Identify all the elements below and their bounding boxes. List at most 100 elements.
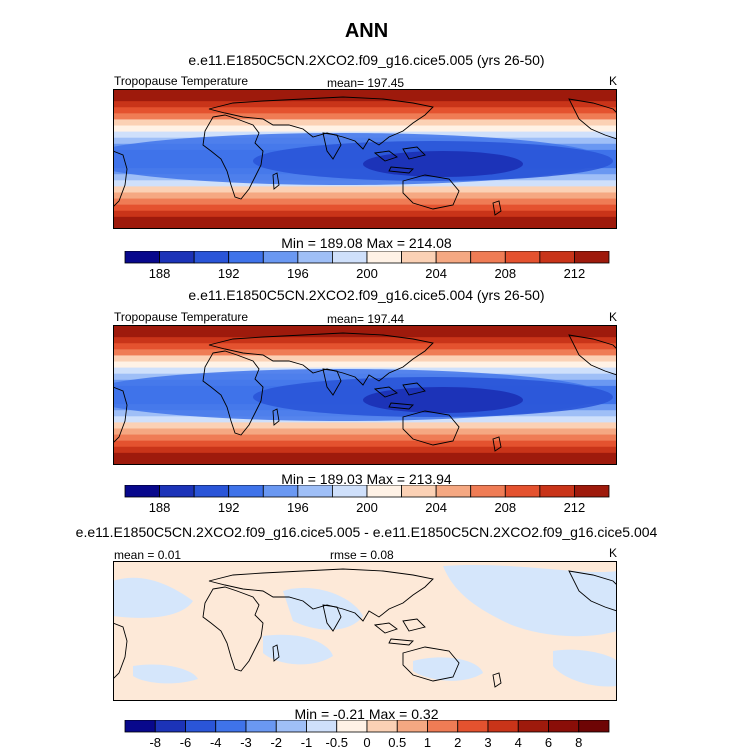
field-band (113, 113, 617, 121)
panel1-colorbar: 188 192 196 200 204 208 212 (124, 251, 610, 281)
colorbar-swatch (457, 720, 489, 733)
panel1-units: K (609, 74, 618, 88)
colorbar-swatch (193, 485, 230, 498)
colorbar-tick-label: 1 (424, 735, 431, 750)
panel1-title: e.e11.E1850C5CN.2XCO2.f09_g16.cice5.005 … (188, 52, 545, 68)
colorbar-swatch (215, 720, 247, 733)
colorbar-swatch (159, 251, 195, 264)
field-band (113, 458, 617, 465)
colorbar-swatch (262, 251, 299, 264)
field-band (113, 192, 617, 200)
panel3-field (113, 561, 617, 701)
colorbar-swatch (470, 251, 506, 264)
coastline (402, 382, 426, 396)
coastline (113, 150, 128, 208)
colorbar-tick-label: 0.5 (388, 735, 406, 750)
coastline (272, 172, 280, 190)
colorbar-swatch (275, 720, 307, 733)
field-band (113, 325, 617, 332)
field-band (113, 125, 617, 133)
panel1-frame (113, 89, 617, 229)
colorbar-tick-label: 200 (356, 266, 378, 281)
colorbar-swatch (366, 720, 398, 733)
colorbar-swatch (336, 720, 368, 733)
field-band (113, 440, 617, 448)
colorbar-tick-label: 200 (356, 500, 378, 515)
coastline (202, 114, 264, 200)
colorbar-swatch (504, 485, 541, 498)
warm-pool-minimum (363, 151, 523, 177)
panel1-field (113, 89, 617, 229)
colorbar-tick-label: 2 (454, 735, 461, 750)
coastline (322, 604, 342, 632)
field-band (113, 361, 617, 369)
colorbar-tick-label: 192 (218, 500, 240, 515)
field-band (113, 422, 617, 430)
coastline (388, 638, 414, 646)
colorbar-tick-label: 8 (575, 735, 582, 750)
panel3-units: K (609, 546, 618, 560)
colorbar-swatch (297, 485, 333, 498)
coastline (373, 622, 398, 634)
coastline (492, 436, 502, 452)
field-band (113, 355, 617, 363)
colorbar-swatch (539, 485, 575, 498)
field-band (113, 343, 617, 350)
colorbar-swatch (396, 720, 428, 733)
coastline (373, 386, 398, 398)
coastline (402, 618, 426, 632)
coastline (202, 586, 264, 672)
colorbar-swatch (401, 251, 437, 264)
colorbar-swatch (228, 485, 264, 498)
panel1-mean-label: mean= 197.45 (327, 76, 405, 90)
colorbar-tick-label: 212 (564, 500, 586, 515)
coastline (373, 150, 398, 162)
colorbar-tick-label: -0.5 (326, 735, 348, 750)
warm-pool-minimum (363, 387, 523, 413)
panel2-title: e.e11.E1850C5CN.2XCO2.f09_g16.cice5.004 … (188, 287, 545, 303)
colorbar-swatch (193, 251, 230, 264)
coastline (492, 200, 502, 216)
colorbar-tick-label: 208 (494, 500, 516, 515)
diff-negative-region (413, 657, 483, 681)
field-band (113, 216, 617, 224)
colorbar-swatch (366, 251, 402, 264)
coastline (272, 644, 280, 662)
panel3-frame (113, 561, 617, 701)
colorbar-swatch (332, 485, 368, 498)
colorbar-tick-label: -3 (240, 735, 252, 750)
colorbar-tick-label: 204 (425, 266, 447, 281)
coastline (322, 132, 342, 160)
panel1-variable-label: Tropopause Temperature (114, 74, 249, 88)
panel1-map (113, 89, 617, 229)
panel2-frame (113, 325, 617, 465)
coastline (113, 622, 128, 680)
coastline (402, 174, 460, 210)
colorbar-swatch (427, 720, 459, 733)
colorbar-swatch (306, 720, 338, 733)
panel3-title: e.e11.E1850C5CN.2XCO2.f09_g16.cice5.005 … (75, 524, 658, 540)
colorbar-tick-label: 192 (218, 266, 240, 281)
coastline (202, 350, 264, 436)
colorbar-tick-label: 0 (363, 735, 370, 750)
panel3-coastlines (113, 568, 617, 688)
colorbar-swatch (159, 485, 195, 498)
colorbar-tick-label: 3 (484, 735, 491, 750)
colorbar-tick-label: 208 (494, 266, 516, 281)
coastline (402, 410, 460, 446)
colorbar-swatch (548, 720, 580, 733)
colorbar-tick-label: 188 (149, 500, 171, 515)
field-band (113, 119, 617, 127)
field-band (113, 446, 617, 454)
field-band (113, 204, 617, 212)
colorbar-tick-label: 188 (149, 266, 171, 281)
field-band (113, 198, 617, 206)
colorbar-tick-label: -4 (210, 735, 222, 750)
field-band (113, 434, 617, 442)
coastline (208, 96, 434, 150)
panel3-map (113, 561, 617, 701)
colorbar-swatch (401, 485, 437, 498)
field-band (113, 107, 617, 114)
panel3-rmse-label: rmse = 0.08 (330, 548, 394, 562)
field-band (113, 101, 617, 108)
